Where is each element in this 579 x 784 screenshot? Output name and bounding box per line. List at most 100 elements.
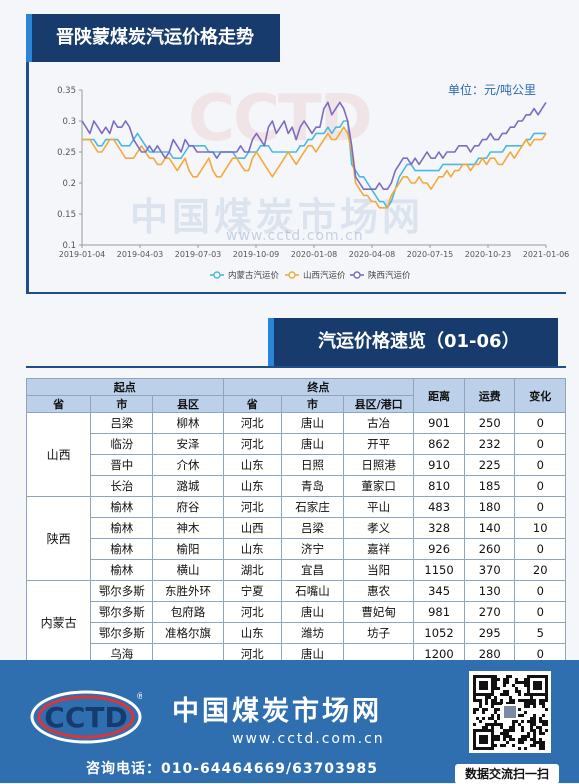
- brand-url: www.cctd.com.cn: [232, 731, 385, 747]
- table-row: 晋中 介休 山东 日照 日照港 910 225 0: [27, 454, 566, 476]
- dest-district: 开平: [343, 433, 415, 455]
- dest-city: 日照: [280, 454, 345, 476]
- origin-district: 潞城: [152, 475, 224, 497]
- fare: 370: [463, 559, 516, 581]
- change: 0: [514, 433, 566, 455]
- legend-marker: [288, 271, 296, 279]
- header-ddistrict: 县区/港口: [343, 395, 415, 413]
- distance: 1052: [413, 622, 465, 644]
- distance: 862: [413, 433, 465, 455]
- legend-marker: [213, 271, 221, 279]
- series-line: [82, 120, 546, 209]
- fare: 250: [463, 412, 516, 434]
- frame-line-top: [26, 62, 29, 294]
- origin-province: 内蒙古: [25, 580, 92, 665]
- logo-text: CCTD: [44, 701, 127, 734]
- fare: 280: [463, 643, 516, 665]
- dest-province: 山东: [222, 538, 282, 560]
- dest-district: 当阳: [343, 559, 415, 581]
- dest-city: 潍坊: [280, 622, 345, 644]
- fare: 225: [463, 454, 516, 476]
- watermark-logo: CCTD: [188, 82, 373, 156]
- header-city: 市: [90, 395, 154, 413]
- distance: 1150: [413, 559, 465, 581]
- frame-line-top-h: [26, 292, 566, 294]
- origin-city: 鄂尔多斯: [90, 580, 154, 602]
- table-row: 山西 吕梁 柳林 河北 唐山 古冶 901 250 0: [25, 412, 566, 497]
- table-row: 陕西 榆林 府谷 河北 石家庄 平山 483 180 0: [25, 496, 566, 581]
- change: 0: [514, 580, 566, 602]
- header-district: 县区: [152, 395, 224, 413]
- header-dprov: 省: [222, 395, 282, 413]
- header-distance: 距离: [413, 378, 465, 413]
- change: 0: [514, 412, 566, 434]
- fare: 130: [463, 580, 516, 602]
- origin-city: 鄂尔多斯: [90, 601, 154, 623]
- origin-district: 准格尔旗: [152, 622, 224, 644]
- origin-district: 东胜外环: [152, 580, 224, 602]
- x-tick-label: 2019-01-04: [59, 250, 106, 259]
- dest-city: 唐山: [280, 601, 345, 623]
- dest-city: 唐山: [280, 433, 345, 455]
- y-tick-label: 0.35: [57, 86, 76, 96]
- fare: 232: [463, 433, 516, 455]
- table-row: 榆林 榆阳 山东 济宁 嘉祥 926 260 0: [27, 538, 566, 560]
- page-title: 晋陕蒙煤炭汽运价格走势: [26, 14, 280, 62]
- x-tick-label: 2021-01-06: [523, 250, 570, 259]
- logo-registered-mark: ®: [136, 692, 142, 702]
- legend-marker: [353, 271, 361, 279]
- legend-label: 内蒙古汽运价: [228, 270, 280, 281]
- x-tick-label: 2020-04-08: [349, 250, 396, 259]
- origin-city: 榆林: [90, 496, 154, 518]
- dest-district: 惠农: [343, 580, 415, 602]
- table-row: 临汾 安泽 河北 唐山 开平 862 232 0: [27, 433, 566, 455]
- fare: 185: [463, 475, 516, 497]
- x-tick-label: 2019-04-03: [117, 250, 164, 259]
- dest-city: 吕梁: [280, 517, 345, 539]
- distance: 345: [413, 580, 465, 602]
- frame-line-bottom: [26, 366, 566, 368]
- brand-name: 中国煤炭市场网: [172, 696, 382, 727]
- dest-province: 山东: [222, 454, 282, 476]
- fare: 260: [463, 538, 516, 560]
- origin-city: 乌海: [90, 643, 154, 665]
- change: 0: [514, 643, 566, 665]
- dest-city: 石嘴山: [280, 580, 345, 602]
- table-row: 榆林 神木 山西 吕梁 孝义 328 140 10: [27, 517, 566, 539]
- dest-province: 河北: [222, 433, 282, 455]
- change: 0: [514, 601, 566, 623]
- y-tick-label: 0.3: [62, 117, 76, 127]
- distance: 1200: [413, 643, 465, 665]
- legend-label: 山西汽运价: [303, 270, 346, 281]
- dest-district: 古冶: [343, 412, 415, 434]
- table-group-header: 起点 终点 距离 运费 变化: [26, 378, 566, 413]
- origin-city: 临汾: [90, 433, 154, 455]
- dest-city: 石家庄: [280, 496, 345, 518]
- origin-city: 榆林: [90, 559, 154, 581]
- y-tick-label: 0.2: [62, 179, 76, 189]
- origin-district: 柳林: [152, 412, 224, 434]
- dest-province: 山西: [222, 517, 282, 539]
- origin-city: 鄂尔多斯: [90, 622, 154, 644]
- dest-province: 湖北: [222, 559, 282, 581]
- origin-province: 陕西: [25, 496, 92, 581]
- header-origin: 起点: [26, 378, 224, 396]
- table-row: 鄂尔多斯 包府路 河北 唐山 曹妃甸 981 270 0: [27, 601, 566, 623]
- change: 0: [514, 538, 566, 560]
- dest-district: 曹妃甸: [343, 601, 415, 623]
- qr-code-image: [469, 671, 551, 753]
- dest-city: 唐山: [280, 412, 345, 434]
- fare: 180: [463, 496, 516, 518]
- distance: 328: [413, 517, 465, 539]
- x-tick-label: 2019-10-09: [233, 250, 280, 259]
- header-fare: 运费: [463, 378, 516, 413]
- x-tick-label: 2020-10-23: [465, 250, 512, 259]
- series-line: [81, 101, 547, 190]
- dest-province: 河北: [222, 496, 282, 518]
- contact-phone: 咨询电话：010-64464669/63703985: [86, 761, 379, 777]
- change: 5: [514, 622, 566, 644]
- x-tick-label: 2020-01-08: [291, 250, 338, 259]
- dest-city: 青岛: [280, 475, 345, 497]
- origin-city: 晋中: [90, 454, 154, 476]
